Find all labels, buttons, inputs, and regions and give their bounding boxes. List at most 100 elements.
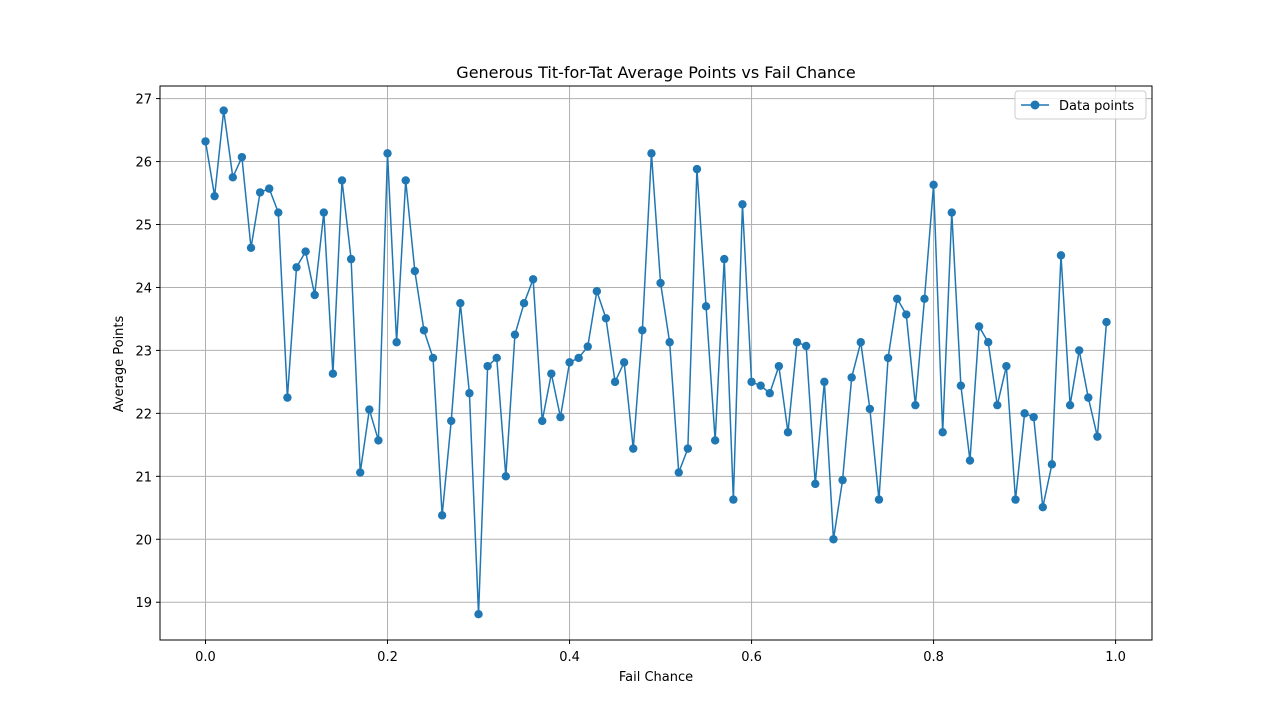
- y-tick-label: 21: [135, 470, 152, 485]
- data-point: [228, 173, 238, 182]
- data-point: [519, 298, 529, 308]
- data-point: [556, 412, 565, 422]
- data-point: [774, 361, 784, 371]
- x-tick-label: 1.0: [1105, 650, 1126, 665]
- data-point: [483, 361, 492, 371]
- data-point: [874, 495, 884, 504]
- data-point: [383, 149, 392, 158]
- x-tick-label: 0.0: [195, 650, 216, 665]
- data-point: [574, 353, 583, 363]
- data-point: [255, 188, 265, 197]
- data-point: [756, 381, 765, 390]
- data-point: [456, 298, 465, 308]
- y-tick-label: 25: [135, 219, 152, 234]
- data-point: [528, 275, 538, 284]
- data-point: [820, 377, 829, 387]
- data-point: [738, 200, 747, 209]
- data-point: [1038, 502, 1047, 512]
- data-point: [902, 310, 911, 319]
- data-point: [710, 436, 720, 445]
- data-point: [365, 405, 374, 414]
- y-axis-label: Average Points: [112, 315, 127, 412]
- data-point: [747, 377, 756, 387]
- data-point: [1029, 412, 1038, 422]
- data-point: [801, 341, 811, 351]
- data-point: [401, 176, 410, 185]
- x-tick-label: 0.4: [559, 650, 580, 665]
- data-point: [565, 358, 574, 367]
- data-point: [638, 326, 647, 335]
- data-point: [792, 338, 802, 347]
- data-point: [783, 428, 793, 437]
- data-point: [246, 243, 256, 252]
- data-point: [437, 511, 447, 520]
- data-point: [328, 369, 338, 378]
- data-point: [1074, 346, 1084, 355]
- data-point: [720, 254, 729, 264]
- data-point: [983, 338, 993, 347]
- data-point: [419, 326, 429, 335]
- data-point: [938, 428, 947, 437]
- chart-title: Generous Tit-for-Tat Average Points vs F…: [456, 63, 855, 82]
- data-point: [856, 338, 865, 347]
- data-point: [892, 294, 902, 303]
- data-point: [510, 330, 520, 339]
- data-point: [993, 400, 1002, 410]
- data-point: [692, 164, 702, 174]
- data-point: [219, 106, 228, 115]
- data-point: [1020, 409, 1029, 418]
- data-point: [601, 314, 611, 323]
- data-point: [547, 369, 556, 378]
- data-point: [674, 468, 683, 477]
- legend: Data points: [1014, 90, 1147, 120]
- data-point: [1084, 393, 1093, 402]
- data-point: [474, 609, 483, 619]
- data-point: [974, 322, 984, 331]
- data-point: [965, 456, 975, 465]
- grid: [160, 86, 1152, 640]
- data-point: [210, 191, 219, 201]
- data-point: [1002, 361, 1011, 371]
- data-point: [1056, 251, 1066, 260]
- data-point: [683, 444, 693, 453]
- x-tick-label: 0.6: [741, 650, 762, 665]
- data-point: [829, 535, 838, 544]
- series-line: [204, 109, 1108, 615]
- data-point: [410, 266, 420, 276]
- data-point: [237, 152, 247, 162]
- data-point: [428, 353, 438, 363]
- data-point: [629, 444, 638, 453]
- data-point: [337, 176, 347, 185]
- legend-box: [1014, 90, 1147, 120]
- y-tick-label: 26: [135, 156, 152, 171]
- data-point: [265, 184, 274, 193]
- y-tick-label: 22: [135, 407, 152, 422]
- data-point: [765, 389, 774, 398]
- data-point: [929, 180, 938, 190]
- data-point: [201, 137, 210, 146]
- x-axis-label: Fail Chance: [619, 670, 693, 685]
- data-point: [283, 393, 292, 402]
- data-point: [610, 377, 620, 387]
- data-point: [583, 342, 592, 351]
- y-tick-label: 24: [135, 281, 152, 296]
- data-point: [346, 254, 356, 264]
- series-layer: [201, 106, 1111, 619]
- data-point: [956, 381, 966, 390]
- data-point: [538, 416, 547, 426]
- data-point: [301, 247, 310, 256]
- legend-point-marker: [1030, 100, 1040, 110]
- data-point: [292, 263, 301, 272]
- data-point: [392, 338, 401, 347]
- data-point: [1011, 495, 1020, 504]
- y-tick-label: 19: [135, 596, 152, 611]
- data-point: [492, 353, 501, 363]
- data-point: [1093, 432, 1102, 441]
- x-axis: 0.0 0.2 0.4 0.6 0.8 1.0: [195, 640, 1126, 665]
- data-point: [920, 294, 929, 303]
- data-point: [274, 208, 283, 217]
- data-point: [501, 472, 511, 481]
- data-point: [319, 208, 329, 217]
- y-tick-label: 23: [135, 344, 152, 359]
